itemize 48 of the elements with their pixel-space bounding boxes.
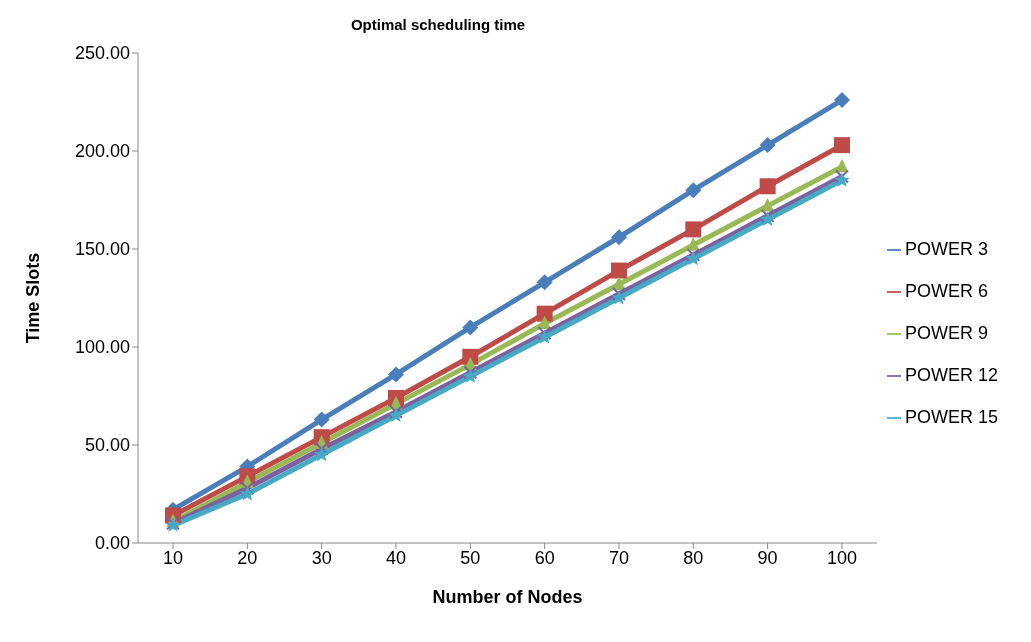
y-tick-label: 200.00 xyxy=(74,141,130,162)
point xyxy=(240,481,255,496)
point xyxy=(759,178,776,195)
x-tick-label: 60 xyxy=(534,547,555,568)
point xyxy=(686,247,701,262)
x-tick-label: 30 xyxy=(311,547,332,568)
y-axis-title: Time Slots xyxy=(23,252,44,344)
point xyxy=(314,446,330,462)
x-tick-label: 20 xyxy=(237,547,258,568)
y-tick-label: 100.00 xyxy=(74,337,130,358)
point xyxy=(536,305,553,322)
y-tick-label: 0.00 xyxy=(94,533,130,554)
x-tick-label: 100 xyxy=(826,547,857,568)
legend-label: POWER 3 xyxy=(904,239,988,259)
legend-label: POWER 15 xyxy=(904,407,998,427)
x-tick-label: 70 xyxy=(608,547,629,568)
legend-label: POWER 6 xyxy=(904,281,988,301)
x-tick-label: 90 xyxy=(757,547,778,568)
point xyxy=(610,229,627,246)
point xyxy=(388,407,404,423)
point xyxy=(835,158,849,173)
x-tick-label: 50 xyxy=(460,547,481,568)
point xyxy=(760,208,775,223)
point xyxy=(610,262,627,279)
point xyxy=(685,250,701,266)
legend-label: POWER 9 xyxy=(904,323,988,343)
point xyxy=(685,182,702,199)
y-tick-label: 250.00 xyxy=(74,43,130,64)
x-tick-label: 80 xyxy=(683,547,704,568)
y-tick-label: 150.00 xyxy=(74,239,130,260)
point xyxy=(833,92,850,109)
legend-label: POWER 12 xyxy=(904,365,998,385)
chart-title: Optimal scheduling time xyxy=(349,15,527,33)
point xyxy=(314,441,329,456)
x-tick-label: 40 xyxy=(385,547,407,568)
x-tick-label: 10 xyxy=(162,547,184,568)
point xyxy=(759,137,776,154)
point xyxy=(833,137,850,154)
y-tick-label: 50.00 xyxy=(84,435,130,456)
x-axis-title: Number of Nodes xyxy=(432,587,583,607)
point xyxy=(462,319,479,336)
point xyxy=(685,221,702,238)
point xyxy=(388,404,403,419)
point xyxy=(387,366,404,383)
point xyxy=(686,237,700,251)
point xyxy=(239,486,255,501)
point xyxy=(313,411,330,428)
point xyxy=(536,274,553,291)
